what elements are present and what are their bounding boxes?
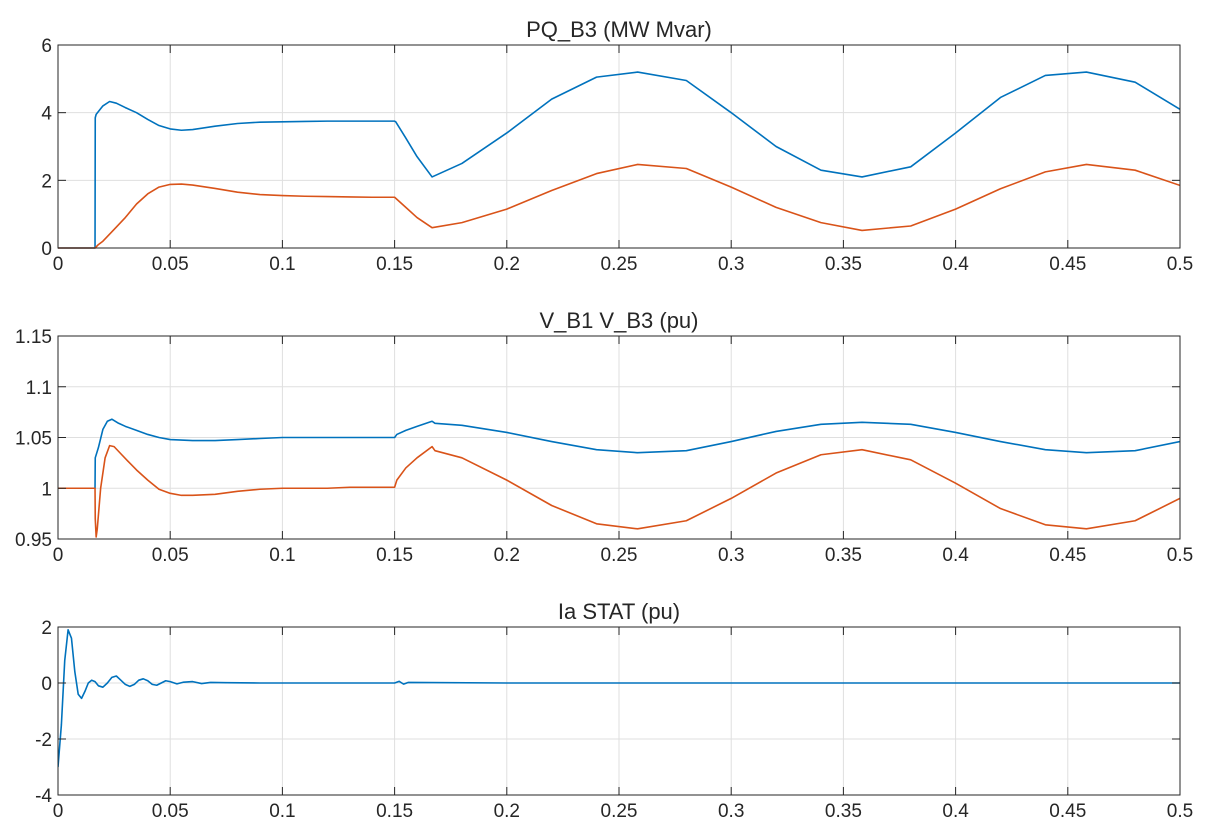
x-tick-label: 0.4	[942, 545, 969, 566]
x-tick-label: 0.35	[825, 545, 862, 566]
x-tick-label: 0.3	[718, 801, 744, 822]
y-tick-label: 0.95	[15, 530, 52, 551]
x-tick-label: 0.45	[1049, 545, 1086, 566]
y-tick-label: 1.1	[26, 378, 52, 399]
y-tick-label: -2	[35, 730, 52, 751]
y-tick-label: 2	[41, 171, 52, 192]
x-tick-label: 0.45	[1049, 254, 1086, 275]
x-tick-label: 0.25	[601, 254, 638, 275]
series-line-2	[58, 444, 1180, 538]
x-tick-label: 0.5	[1167, 545, 1193, 566]
y-tick-label: 1	[41, 479, 52, 500]
x-tick-label: 0.1	[269, 254, 295, 275]
series-line-2	[58, 163, 1180, 249]
x-tick-label: 0	[53, 545, 64, 566]
x-tick-label: 0.15	[376, 545, 413, 566]
x-tick-label: 0.3	[718, 545, 744, 566]
y-tick-label: 6	[41, 36, 52, 57]
x-tick-label: 0.1	[269, 545, 295, 566]
plot-ia-stat: 0 0.05 0.1 0.15 0.2 0.25 0.3 0.35 0.4 0.45 0.5 -4 -2…	[35, 599, 1193, 822]
y-tick-label: 1.05	[15, 429, 52, 450]
y-tick-label: 2	[41, 618, 52, 639]
x-tick-label: 0.05	[152, 545, 189, 566]
x-tick-label: 0.35	[825, 254, 862, 275]
series-line-1	[58, 628, 1180, 768]
x-tick-label: 0.35	[825, 801, 862, 822]
series-line-1	[58, 71, 1180, 249]
x-tick-label: 0.1	[269, 801, 295, 822]
x-tick-label: 0	[53, 801, 64, 822]
x-tick-label: 0.3	[718, 254, 744, 275]
plot-pq-b3: 0 0.05 0.1 0.15 0.2 0.25 0.3 0.35 0.4 0.45 0.5 0 2 4 6…	[41, 17, 1193, 275]
x-tick-label: 0.4	[942, 254, 969, 275]
x-tick-label: 0.5	[1167, 801, 1193, 822]
x-tick-label: 0.5	[1167, 254, 1193, 275]
x-tick-label: 0	[53, 254, 64, 275]
x-tick-label: 0.45	[1049, 801, 1086, 822]
x-tick-label: 0.2	[494, 545, 520, 566]
x-tick-label: 0.15	[376, 254, 413, 275]
x-tick-label: 0.4	[942, 801, 969, 822]
y-tick-label: 4	[41, 104, 52, 125]
chart-title: V_B1 V_B3 (pu)	[540, 308, 699, 333]
x-tick-label: 0.05	[152, 254, 189, 275]
series-line-1	[58, 418, 1180, 490]
x-tick-label: 0.25	[601, 801, 638, 822]
y-tick-label: -4	[35, 786, 52, 807]
x-tick-label: 0.25	[601, 545, 638, 566]
x-tick-label: 0.2	[494, 801, 520, 822]
y-tick-label: 1.15	[15, 327, 52, 348]
x-tick-label: 0.15	[376, 801, 413, 822]
chart-title: Ia STAT (pu)	[558, 599, 680, 624]
chart-title: PQ_B3 (MW Mvar)	[526, 17, 712, 42]
plot-v-b1-v-b3: 0 0.05 0.1 0.15 0.2 0.25 0.3 0.35 0.4 0.45 0.5 0.95…	[15, 308, 1193, 566]
x-tick-label: 0.05	[152, 801, 189, 822]
y-tick-label: 0	[41, 239, 52, 260]
x-tick-label: 0.2	[494, 254, 520, 275]
y-tick-label: 0	[41, 674, 52, 695]
